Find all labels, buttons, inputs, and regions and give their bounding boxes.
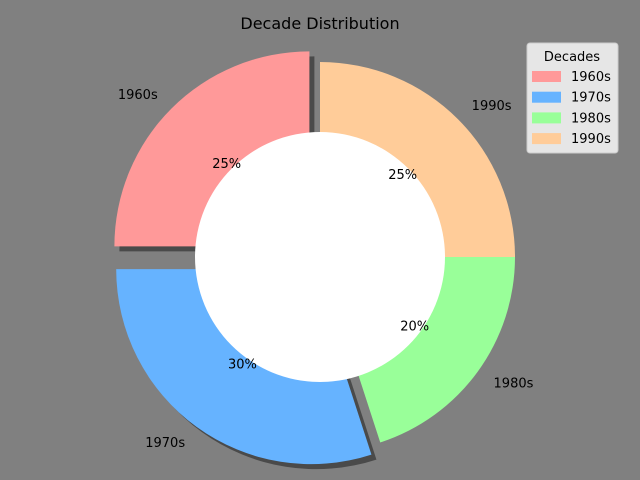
pct-label-1980s: 20% (400, 319, 429, 334)
donut-hole (195, 132, 445, 382)
legend-item-1970s: 1970s (532, 91, 611, 106)
category-label-1990s: 1990s (472, 99, 512, 114)
legend-label: 1990s (571, 132, 611, 147)
legend-item-1960s: 1960s (532, 70, 611, 85)
label-layer: 25% 1960s 30% 1970s 20% 1980s 25% 1990s (118, 88, 534, 451)
chart-title: Decade Distribution (240, 14, 399, 33)
category-label-1960s: 1960s (118, 88, 158, 103)
legend-title: Decades (544, 50, 600, 65)
legend-label: 1960s (571, 70, 611, 85)
legend-swatch (532, 112, 561, 124)
legend-item-1990s: 1990s (532, 132, 611, 147)
legend-box (526, 42, 619, 154)
pct-label-1970s: 30% (228, 357, 257, 372)
legend: Decades 1960s 1970s 1980s 1990s (526, 42, 619, 154)
legend-label: 1980s (571, 111, 611, 126)
pct-label-1990s: 25% (388, 168, 417, 183)
legend-swatch (532, 71, 561, 82)
legend-swatch (532, 91, 561, 103)
pct-label-1960s: 25% (212, 157, 241, 172)
category-label-1980s: 1980s (494, 377, 534, 392)
legend-item-1980s: 1980s (532, 111, 611, 126)
legend-entries: 1960s 1970s 1980s 1990s (532, 70, 611, 147)
legend-label: 1970s (571, 91, 611, 106)
legend-swatch (532, 133, 561, 145)
category-label-1970s: 1970s (145, 436, 185, 451)
